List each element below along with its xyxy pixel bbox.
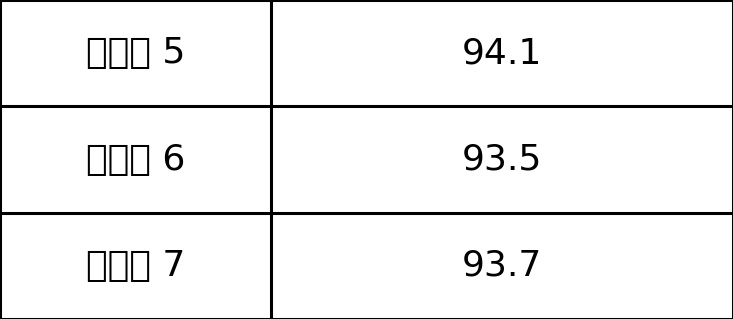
Text: 对比例 5: 对比例 5	[86, 36, 185, 70]
Text: 93.5: 93.5	[462, 143, 542, 176]
Text: 对比例 7: 对比例 7	[86, 249, 185, 283]
Text: 93.7: 93.7	[462, 249, 542, 283]
Text: 94.1: 94.1	[462, 36, 542, 70]
Text: 对比例 6: 对比例 6	[86, 143, 185, 176]
